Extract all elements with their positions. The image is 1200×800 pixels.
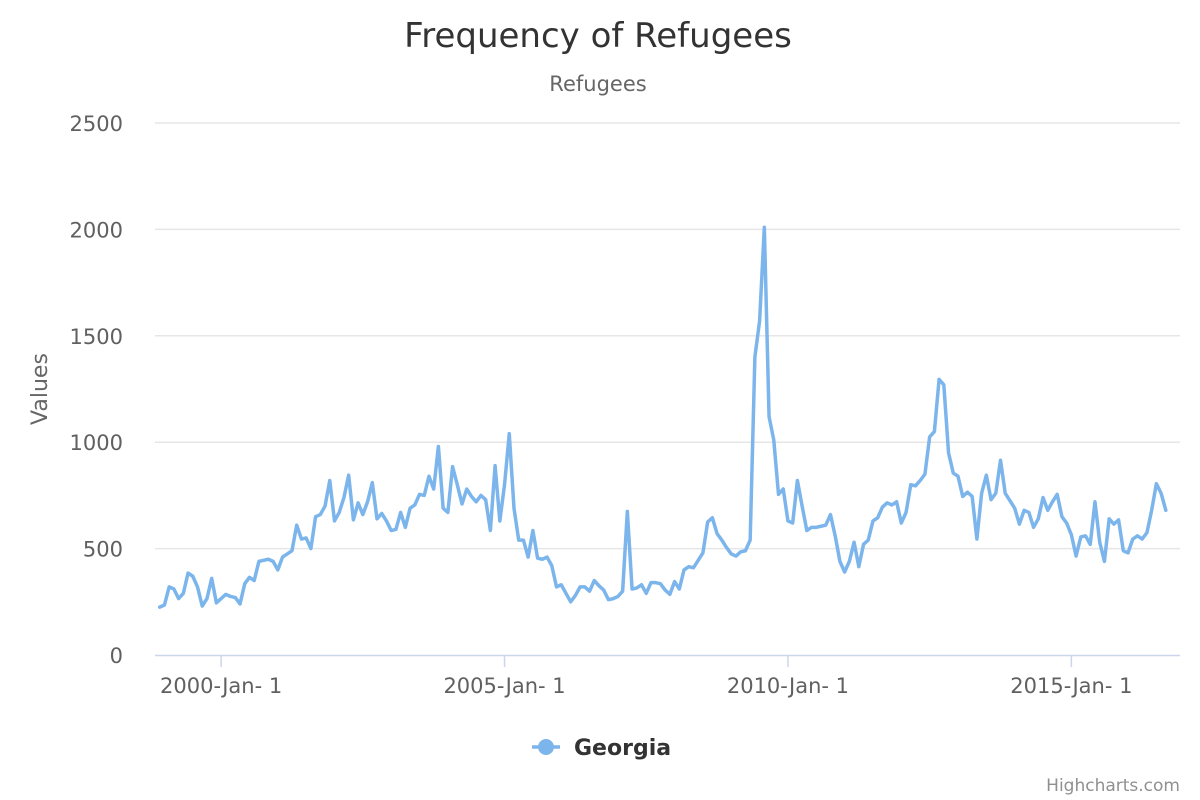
x-tick-label: 2005-Jan- 1	[443, 674, 565, 698]
chart-subtitle: Refugees	[549, 72, 646, 96]
series-group	[157, 225, 1168, 609]
y-tick-label: 1500	[70, 325, 123, 349]
y-tick-label: 2000	[70, 218, 123, 242]
x-tick-label: 2010-Jan- 1	[727, 674, 849, 698]
y-tick-label: 500	[83, 538, 123, 562]
x-axis-ticks: 2000-Jan- 1 2005-Jan- 1 2010-Jan- 1 2015-Ja…	[160, 655, 1132, 698]
legend[interactable]: Georgia	[532, 736, 671, 761]
y-tick-label: 1000	[70, 431, 123, 455]
chart-title: Frequency of Refugees	[404, 16, 792, 56]
credits[interactable]: Highcharts.com	[1046, 776, 1180, 796]
grid-lines	[155, 122, 1180, 550]
y-tick-label: 0	[110, 644, 123, 668]
y-axis-title: Values	[28, 353, 53, 425]
y-axis-ticks: 0 500 1000 1500 2000 2500	[70, 112, 123, 668]
series-line-georgia[interactable]	[157, 225, 1168, 609]
x-tick-label: 2000-Jan- 1	[160, 674, 282, 698]
y-tick-label: 2500	[70, 112, 123, 136]
legend-item-label[interactable]: Georgia	[574, 736, 671, 761]
legend-marker	[538, 739, 554, 755]
x-tick-label: 2015-Jan- 1	[1010, 674, 1132, 698]
